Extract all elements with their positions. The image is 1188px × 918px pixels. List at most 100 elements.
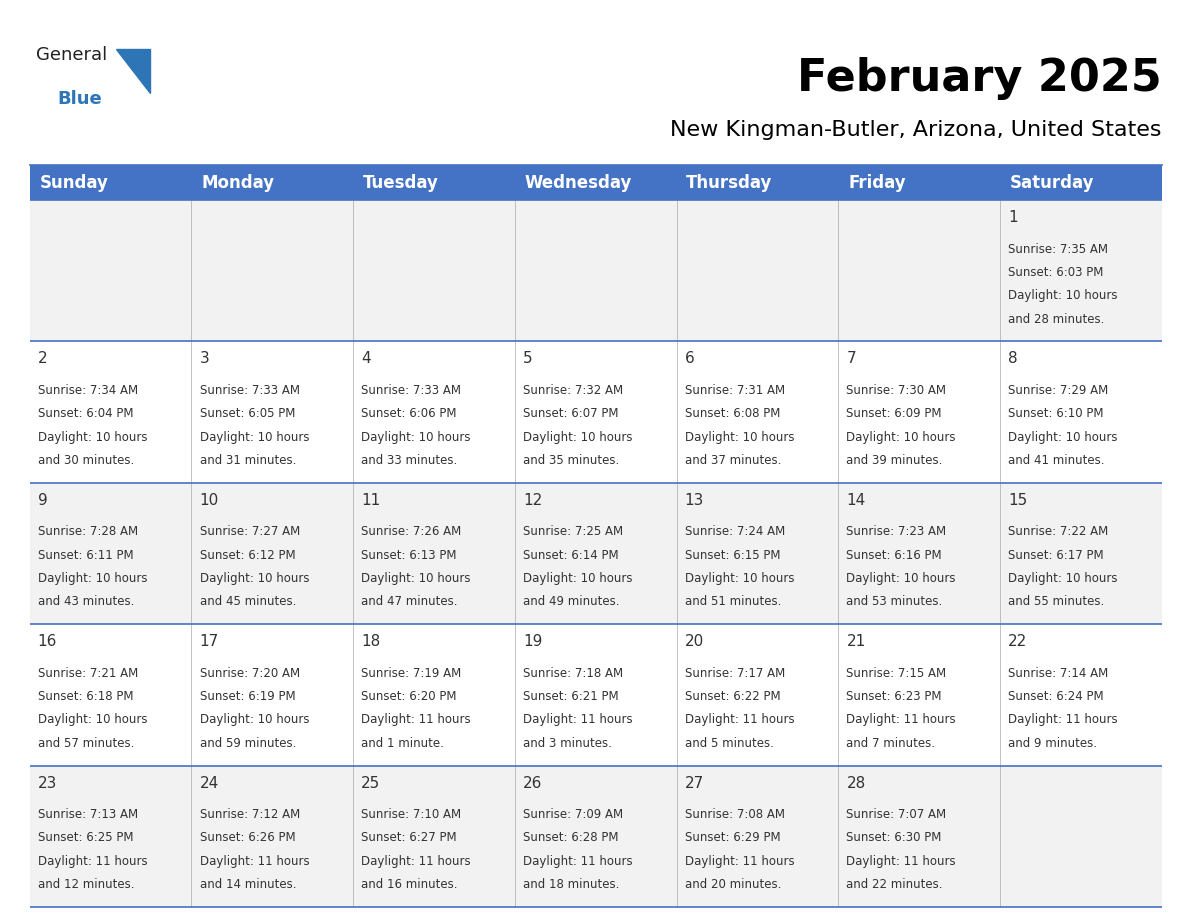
Text: Sunday: Sunday [39, 174, 108, 192]
Text: Daylight: 10 hours: Daylight: 10 hours [684, 431, 795, 443]
Text: New Kingman-Butler, Arizona, United States: New Kingman-Butler, Arizona, United Stat… [670, 120, 1162, 140]
Text: Sunrise: 7:22 AM: Sunrise: 7:22 AM [1009, 525, 1108, 538]
Text: Sunrise: 7:23 AM: Sunrise: 7:23 AM [847, 525, 947, 538]
Text: and 20 minutes.: and 20 minutes. [684, 878, 782, 891]
Text: Friday: Friday [848, 174, 905, 192]
Text: General: General [36, 46, 107, 64]
Text: and 39 minutes.: and 39 minutes. [847, 453, 943, 467]
Bar [30, 766, 1162, 907]
Text: Tuesday: Tuesday [362, 174, 438, 192]
Bar [514, 165, 677, 200]
Text: and 51 minutes.: and 51 minutes. [684, 595, 782, 609]
Text: Daylight: 10 hours: Daylight: 10 hours [847, 431, 956, 443]
Text: Sunset: 6:23 PM: Sunset: 6:23 PM [847, 690, 942, 703]
Text: and 33 minutes.: and 33 minutes. [361, 453, 457, 467]
Text: 8: 8 [1009, 352, 1018, 366]
Text: 27: 27 [684, 776, 704, 790]
Text: and 7 minutes.: and 7 minutes. [847, 736, 935, 750]
Text: Daylight: 10 hours: Daylight: 10 hours [847, 572, 956, 585]
Text: Daylight: 10 hours: Daylight: 10 hours [361, 572, 470, 585]
Text: Sunrise: 7:28 AM: Sunrise: 7:28 AM [38, 525, 138, 538]
Text: Sunrise: 7:10 AM: Sunrise: 7:10 AM [361, 808, 461, 821]
Text: Thursday: Thursday [687, 174, 772, 192]
Text: 11: 11 [361, 493, 380, 508]
Text: Sunrise: 7:17 AM: Sunrise: 7:17 AM [684, 666, 785, 679]
Text: Daylight: 11 hours: Daylight: 11 hours [523, 855, 633, 868]
Text: 4: 4 [361, 352, 371, 366]
Text: Sunset: 6:07 PM: Sunset: 6:07 PM [523, 408, 619, 420]
Text: Sunset: 6:19 PM: Sunset: 6:19 PM [200, 690, 295, 703]
Text: Saturday: Saturday [1010, 174, 1094, 192]
Text: Sunrise: 7:15 AM: Sunrise: 7:15 AM [847, 666, 947, 679]
Text: Daylight: 11 hours: Daylight: 11 hours [1009, 713, 1118, 726]
Text: Sunrise: 7:29 AM: Sunrise: 7:29 AM [1009, 384, 1108, 397]
Bar [30, 165, 191, 200]
Text: Sunrise: 7:34 AM: Sunrise: 7:34 AM [38, 384, 138, 397]
Text: Daylight: 10 hours: Daylight: 10 hours [361, 431, 470, 443]
Text: 21: 21 [847, 634, 866, 649]
Text: Sunrise: 7:20 AM: Sunrise: 7:20 AM [200, 666, 299, 679]
Text: and 9 minutes.: and 9 minutes. [1009, 736, 1098, 750]
Text: 9: 9 [38, 493, 48, 508]
Text: Sunrise: 7:31 AM: Sunrise: 7:31 AM [684, 384, 785, 397]
Text: and 57 minutes.: and 57 minutes. [38, 736, 134, 750]
Bar [30, 624, 1162, 766]
Text: 17: 17 [200, 634, 219, 649]
Text: 12: 12 [523, 493, 542, 508]
Text: Sunrise: 7:26 AM: Sunrise: 7:26 AM [361, 525, 461, 538]
Bar [1000, 165, 1162, 200]
Text: Sunrise: 7:08 AM: Sunrise: 7:08 AM [684, 808, 785, 821]
Text: and 35 minutes.: and 35 minutes. [523, 453, 619, 467]
Text: 25: 25 [361, 776, 380, 790]
Text: 15: 15 [1009, 493, 1028, 508]
Text: Sunrise: 7:12 AM: Sunrise: 7:12 AM [200, 808, 299, 821]
Bar [30, 483, 1162, 624]
Text: Sunset: 6:25 PM: Sunset: 6:25 PM [38, 832, 133, 845]
Bar [353, 165, 514, 200]
Text: Sunrise: 7:21 AM: Sunrise: 7:21 AM [38, 666, 138, 679]
Text: and 5 minutes.: and 5 minutes. [684, 736, 773, 750]
Text: and 43 minutes.: and 43 minutes. [38, 595, 134, 609]
Text: Sunset: 6:18 PM: Sunset: 6:18 PM [38, 690, 133, 703]
Text: Daylight: 10 hours: Daylight: 10 hours [38, 431, 147, 443]
Text: Sunrise: 7:13 AM: Sunrise: 7:13 AM [38, 808, 138, 821]
Text: 28: 28 [847, 776, 866, 790]
Text: 14: 14 [847, 493, 866, 508]
Text: Daylight: 11 hours: Daylight: 11 hours [523, 713, 633, 726]
Text: Sunset: 6:27 PM: Sunset: 6:27 PM [361, 832, 457, 845]
Bar [677, 165, 839, 200]
Text: Sunset: 6:15 PM: Sunset: 6:15 PM [684, 549, 781, 562]
Text: Sunset: 6:26 PM: Sunset: 6:26 PM [200, 832, 295, 845]
Text: Sunset: 6:16 PM: Sunset: 6:16 PM [847, 549, 942, 562]
Text: Sunset: 6:30 PM: Sunset: 6:30 PM [847, 832, 942, 845]
Text: 6: 6 [684, 352, 695, 366]
Text: Sunrise: 7:07 AM: Sunrise: 7:07 AM [847, 808, 947, 821]
Text: Sunset: 6:14 PM: Sunset: 6:14 PM [523, 549, 619, 562]
Text: and 1 minute.: and 1 minute. [361, 736, 444, 750]
Text: and 28 minutes.: and 28 minutes. [1009, 312, 1105, 326]
Text: Sunset: 6:05 PM: Sunset: 6:05 PM [200, 408, 295, 420]
Text: and 30 minutes.: and 30 minutes. [38, 453, 134, 467]
Text: and 31 minutes.: and 31 minutes. [200, 453, 296, 467]
Text: Daylight: 10 hours: Daylight: 10 hours [684, 572, 795, 585]
Text: 2: 2 [38, 352, 48, 366]
Text: Daylight: 11 hours: Daylight: 11 hours [361, 713, 470, 726]
Text: Sunrise: 7:30 AM: Sunrise: 7:30 AM [847, 384, 947, 397]
Text: 18: 18 [361, 634, 380, 649]
Text: Sunset: 6:24 PM: Sunset: 6:24 PM [1009, 690, 1104, 703]
Text: 7: 7 [847, 352, 857, 366]
Text: Sunrise: 7:24 AM: Sunrise: 7:24 AM [684, 525, 785, 538]
Text: and 55 minutes.: and 55 minutes. [1009, 595, 1105, 609]
Text: Sunrise: 7:33 AM: Sunrise: 7:33 AM [361, 384, 461, 397]
Text: Sunset: 6:20 PM: Sunset: 6:20 PM [361, 690, 456, 703]
Text: and 59 minutes.: and 59 minutes. [200, 736, 296, 750]
Text: 20: 20 [684, 634, 704, 649]
Text: and 12 minutes.: and 12 minutes. [38, 878, 134, 891]
Text: 26: 26 [523, 776, 543, 790]
Bar [30, 200, 1162, 341]
Text: Monday: Monday [201, 174, 274, 192]
Text: and 37 minutes.: and 37 minutes. [684, 453, 782, 467]
Text: Sunset: 6:29 PM: Sunset: 6:29 PM [684, 832, 781, 845]
Text: Sunrise: 7:35 AM: Sunrise: 7:35 AM [1009, 242, 1108, 255]
Text: Daylight: 11 hours: Daylight: 11 hours [361, 855, 470, 868]
